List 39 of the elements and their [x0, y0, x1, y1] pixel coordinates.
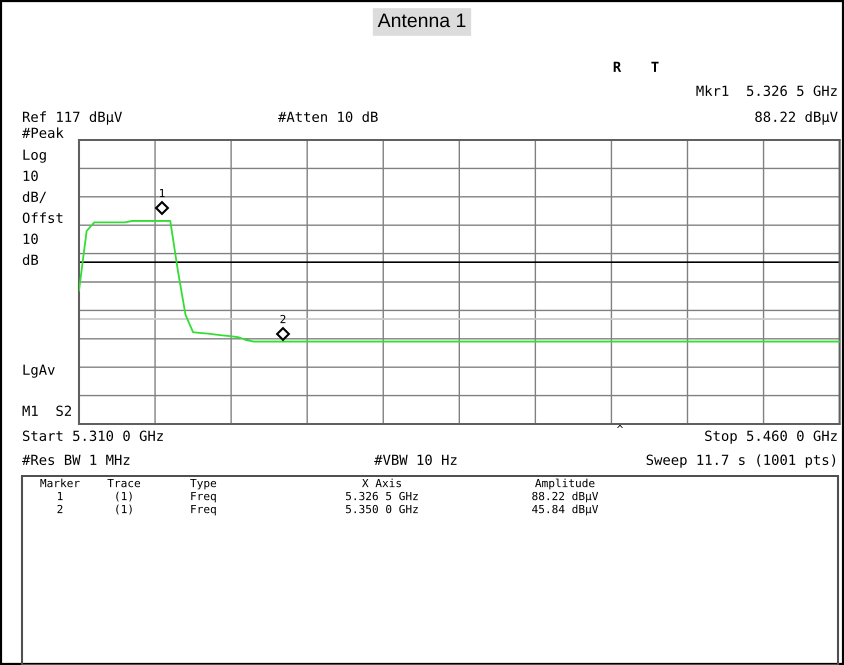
- text: R: [614, 62, 622, 72]
- text: Mkr1 5.326 5 GHz: [696, 85, 837, 96]
- text: (1): [116, 492, 132, 502]
- text: 1: [58, 492, 63, 500]
- text: 10: [24, 170, 38, 182]
- text: LgAv: [23, 364, 55, 378]
- text: 1: [160, 188, 165, 198]
- text: Start 5.310 0 GHz: [22, 430, 163, 442]
- text: Sweep 11.7 s (1001 pts): [646, 454, 836, 468]
- text: (1): [116, 504, 132, 515]
- text: #VBW 10 Hz: [374, 454, 456, 466]
- text: Offst: [22, 212, 62, 224]
- text: Freq: [191, 492, 216, 502]
- text: T: [651, 62, 659, 72]
- text: 45.84 dBµV: [532, 504, 598, 516]
- text: 88.22 dBµV: [755, 111, 838, 125]
- text: Ref 117 dBµV: [22, 111, 122, 125]
- annotation: 2: [280, 314, 286, 324]
- text: dB/: [22, 191, 46, 204]
- text: 5.350 0 GHz: [346, 504, 418, 514]
- text: 88.22 dBµV: [532, 492, 598, 502]
- text: Marker: [40, 478, 80, 488]
- text: #Atten 10 dB: [278, 111, 378, 122]
- text: Trace: [108, 478, 140, 488]
- text: Stop 5.460 0 GHz: [705, 430, 837, 444]
- text: Freq: [191, 504, 216, 516]
- text: X Axis: [362, 478, 401, 488]
- text: 10: [24, 234, 38, 244]
- chart-title: Antenna 1: [378, 14, 466, 28]
- text: Amplitude: [535, 478, 594, 490]
- text: M1 S2: [22, 406, 71, 416]
- text: #Peak: [22, 127, 64, 138]
- text: 5.326 5 GHz: [346, 492, 418, 500]
- text: #Res BW 1 MHz: [22, 454, 130, 466]
- text: ^: [617, 424, 623, 428]
- text: 2: [57, 504, 62, 514]
- text: dB: [22, 254, 38, 266]
- text: Log: [23, 150, 46, 163]
- text: Type: [190, 478, 216, 490]
